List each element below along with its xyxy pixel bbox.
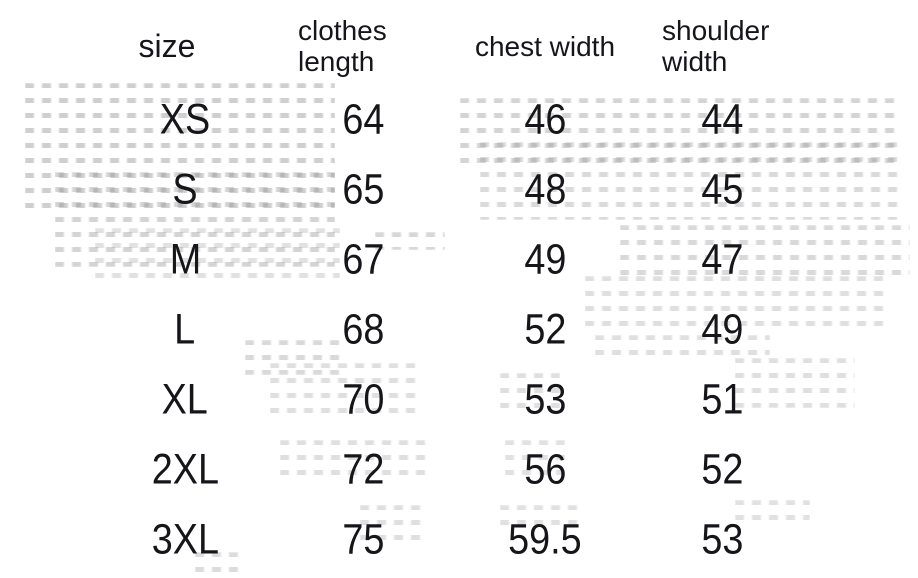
size-cell: M	[72, 224, 298, 294]
size-cell: 2XL	[72, 434, 298, 504]
cell-value: 52	[523, 304, 567, 353]
shoulder-width-cell: 49	[662, 294, 782, 364]
cell-value: 64	[341, 94, 385, 143]
cell-value: L	[174, 304, 196, 353]
column-header-label: shoulder width	[662, 15, 770, 77]
size-cell: L	[72, 294, 298, 364]
cell-value: 52	[700, 444, 744, 493]
cell-value: 53	[700, 514, 744, 563]
cell-value: 2XL	[151, 444, 219, 493]
cell-value: 56	[523, 444, 567, 493]
cell-value: 67	[341, 234, 385, 283]
clothes-length-cell: 65	[298, 154, 428, 224]
cell-value: 3XL	[151, 514, 219, 563]
cell-value: 59.5	[508, 514, 582, 563]
column-header-size: size	[72, 8, 298, 84]
cell-value: XL	[161, 374, 209, 423]
cell-value: 44	[700, 94, 744, 143]
clothes-length-cell: 68	[298, 294, 428, 364]
cell-value: 48	[523, 164, 567, 213]
cell-value: 46	[523, 94, 567, 143]
chest-width-cell: 49	[428, 224, 662, 294]
cell-value: 70	[341, 374, 385, 423]
shoulder-width-cell: 47	[662, 224, 782, 294]
size-cell: XS	[72, 84, 298, 154]
chest-width-cell: 46	[428, 84, 662, 154]
column-header-shoulder-width: shoulder width	[662, 8, 782, 84]
column-header-label: chest width	[474, 30, 616, 62]
size-cell: S	[72, 154, 298, 224]
shoulder-width-cell: 45	[662, 154, 782, 224]
size-cell: 3XL	[72, 504, 298, 574]
cell-value: M	[169, 234, 201, 283]
cell-value: S	[172, 164, 198, 213]
clothes-length-cell: 72	[298, 434, 428, 504]
cell-value: 49	[523, 234, 567, 283]
cell-value: 65	[341, 164, 385, 213]
shoulder-width-cell: 53	[662, 504, 782, 574]
column-header-label: size	[138, 27, 196, 64]
cell-value: 49	[700, 304, 744, 353]
cell-value: 72	[341, 444, 385, 493]
chest-width-cell: 53	[428, 364, 662, 434]
cell-value: 51	[700, 374, 744, 423]
column-header-label: clothes length	[298, 15, 387, 77]
shoulder-width-cell: 52	[662, 434, 782, 504]
chest-width-cell: 59.5	[428, 504, 662, 574]
clothes-length-cell: 64	[298, 84, 428, 154]
cell-value: 53	[523, 374, 567, 423]
chest-width-cell: 56	[428, 434, 662, 504]
shoulder-width-cell: 51	[662, 364, 782, 434]
clothes-length-cell: 70	[298, 364, 428, 434]
chest-width-cell: 52	[428, 294, 662, 364]
clothes-length-cell: 75	[298, 504, 428, 574]
column-header-clothes-length: clothes length	[298, 8, 428, 84]
clothes-length-cell: 67	[298, 224, 428, 294]
cell-value: 47	[700, 234, 744, 283]
shoulder-width-cell: 44	[662, 84, 782, 154]
column-header-chest-width: chest width	[428, 8, 662, 84]
chest-width-cell: 48	[428, 154, 662, 224]
cell-value: 45	[700, 164, 744, 213]
cell-value: 68	[341, 304, 385, 353]
size-cell: XL	[72, 364, 298, 434]
cell-value: XS	[159, 94, 211, 143]
cell-value: 75	[341, 514, 385, 563]
